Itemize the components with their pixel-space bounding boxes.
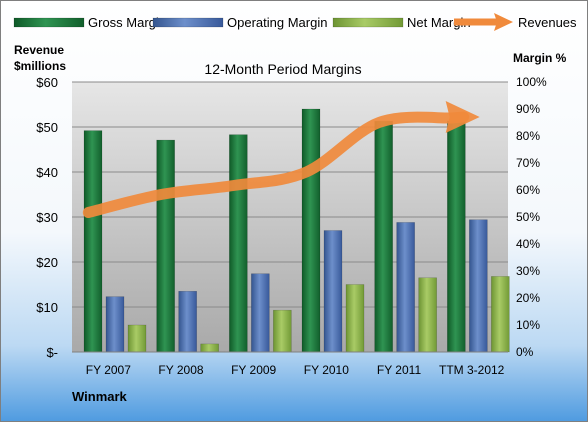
y-right-tick-label: 10% bbox=[516, 318, 540, 332]
legend-label: Revenues bbox=[518, 15, 577, 30]
legend: Gross Margin Operating Margin Net Margin Re… bbox=[13, 13, 577, 31]
company-name: Winmark bbox=[72, 389, 128, 404]
revenue-arrowhead bbox=[445, 101, 480, 133]
net-margin-bar bbox=[345, 284, 365, 353]
net-margin-bar bbox=[127, 324, 147, 353]
gross-margin-bar bbox=[447, 120, 466, 353]
y-left-tick-label: $10 bbox=[36, 300, 58, 315]
legend-label: Operating Margin bbox=[227, 15, 327, 30]
y-right-tick-label: 40% bbox=[516, 237, 540, 251]
legend-swatch bbox=[13, 17, 85, 28]
operating-margin-bar bbox=[323, 230, 343, 353]
gross-margin-bar bbox=[156, 139, 175, 353]
y-right-tick-label: 0% bbox=[516, 345, 534, 359]
legend-swatch bbox=[152, 17, 224, 28]
operating-margin-bar bbox=[251, 273, 270, 353]
chart-title: 12-Month Period Margins bbox=[204, 61, 361, 77]
y-right-tick-label: 90% bbox=[516, 102, 540, 116]
x-tick-label: FY 2007 bbox=[86, 363, 131, 377]
legend-operating-margin: Operating Margin bbox=[152, 15, 327, 30]
y-left-tick-label: $30 bbox=[36, 210, 58, 225]
y-right-label: Margin % bbox=[513, 51, 567, 65]
x-tick-label: FY 2008 bbox=[158, 363, 203, 377]
gross-margin-bar bbox=[301, 108, 321, 353]
y-left-tick-label: $50 bbox=[36, 120, 58, 135]
y-left-label-line1: Revenue bbox=[14, 43, 64, 57]
operating-margin-bar bbox=[105, 296, 125, 353]
x-tick-label: TTM 3-2012 bbox=[439, 363, 505, 377]
y-right-tick-label: 20% bbox=[516, 291, 540, 305]
y-left-tick-label: $20 bbox=[36, 255, 58, 270]
legend-label: Gross Margin bbox=[88, 15, 166, 30]
y-right-tick-label: 50% bbox=[516, 210, 540, 224]
net-margin-bar bbox=[491, 276, 510, 353]
y-left-tick-label: $40 bbox=[36, 165, 58, 180]
legend-revenues: Revenues bbox=[454, 13, 577, 31]
gridlines bbox=[72, 81, 508, 308]
operating-margin-bar bbox=[469, 219, 488, 353]
gross-margin-bar bbox=[83, 130, 103, 353]
axis-labels: $- $10 $20 $30 $40 $50 $60 0% 10% 20% 30% 40% 50% 60%… bbox=[36, 75, 547, 377]
operating-margin-bar bbox=[396, 222, 415, 353]
net-margin-bar bbox=[200, 343, 219, 353]
y-right-tick-label: 30% bbox=[516, 264, 540, 278]
revenue-line bbox=[82, 111, 470, 218]
y-left-label-line2: $millions bbox=[14, 59, 66, 73]
legend-swatch bbox=[332, 17, 404, 28]
x-tick-label: FY 2009 bbox=[231, 363, 276, 377]
y-right-tick-label: 100% bbox=[516, 75, 547, 89]
gross-margin-bar bbox=[374, 120, 393, 353]
net-margin-bar bbox=[418, 277, 437, 353]
operating-margin-bar bbox=[178, 291, 197, 353]
y-right-tick-label: 60% bbox=[516, 183, 540, 197]
legend-gross-margin: Gross Margin bbox=[13, 15, 166, 30]
y-left-tick-label: $60 bbox=[36, 75, 58, 90]
y-right-tick-label: 70% bbox=[516, 156, 540, 170]
x-tick-label: FY 2010 bbox=[304, 363, 349, 377]
y-left-tick-label: $- bbox=[46, 345, 58, 360]
legend-arrowhead bbox=[494, 13, 513, 31]
x-tick-label: FY 2011 bbox=[377, 363, 422, 377]
net-margin-bar bbox=[273, 309, 292, 353]
revenue-series bbox=[82, 101, 480, 218]
y-right-tick-label: 80% bbox=[516, 129, 540, 143]
gross-margin-bar bbox=[229, 134, 248, 353]
